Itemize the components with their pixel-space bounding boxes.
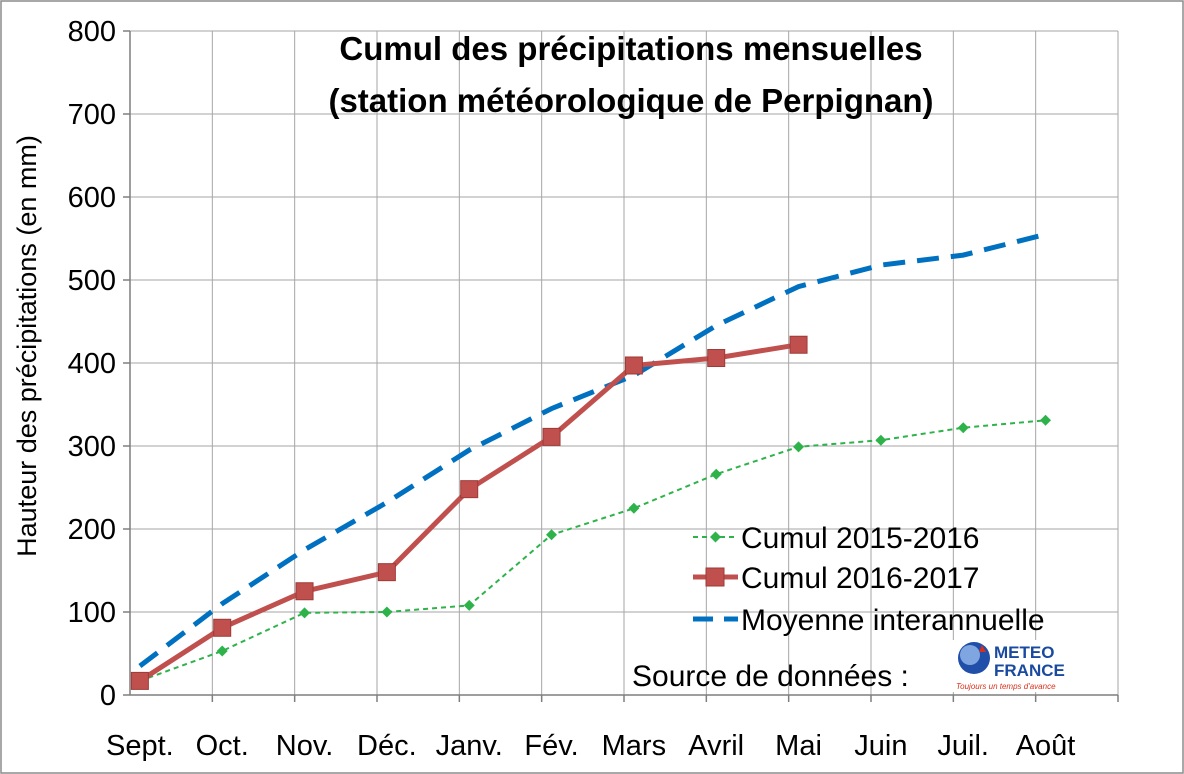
data-point-square — [460, 480, 479, 499]
legend-entry-moyenne-interannuelle: Moyenne interannuelle — [693, 604, 1045, 637]
series-line — [139, 419, 1046, 682]
x-tick-label: Janv. — [436, 730, 503, 762]
y-tick-label: 300 — [68, 431, 116, 463]
y-axis-label: Hauteur des précipitations (en mm) — [12, 135, 42, 557]
data-point-square — [295, 582, 314, 601]
data-point-diamond — [381, 606, 393, 618]
data-point-square — [377, 563, 396, 582]
logo-tagline: Toujours un temps d'avance — [956, 682, 1056, 691]
data-point-diamond — [628, 502, 640, 514]
axes — [123, 30, 1119, 702]
series-layer — [130, 231, 1052, 690]
gridlines — [130, 30, 1119, 695]
y-tick-label: 400 — [68, 348, 116, 380]
series-cumul-2016-2017 — [130, 335, 808, 690]
x-tick-label: Fév. — [524, 730, 578, 762]
logo-line-1: METEO — [994, 643, 1054, 662]
data-point-square — [624, 356, 643, 375]
y-tick-label: 800 — [68, 16, 116, 48]
y-tick-label: 600 — [68, 182, 116, 214]
data-point-square — [789, 335, 808, 354]
data-point-diamond — [957, 422, 969, 434]
series-cumul-2015-2016 — [134, 414, 1052, 687]
x-tick-label: Oct. — [196, 730, 249, 762]
legend-label: Moyenne interannuelle — [741, 604, 1045, 637]
x-tick-label: Avril — [688, 730, 744, 762]
data-point-diamond — [463, 599, 475, 611]
data-point-diamond — [1040, 414, 1052, 426]
x-tick-label: Juin — [854, 730, 907, 762]
data-point-diamond — [875, 434, 887, 446]
x-tick-label: Juil. — [937, 730, 989, 762]
meteo-france-logo: METEO FRANCE Toujours un temps d'avance — [952, 640, 1076, 692]
legend-label: Cumul 2016-2017 — [741, 562, 980, 595]
x-tick-label: Sept. — [106, 730, 174, 762]
x-tick-labels: Sept. Oct. Nov. Déc. Janv. Fév. Mars Avril Mai Ju… — [106, 730, 1075, 762]
data-point-diamond — [216, 645, 228, 657]
legend: Cumul 2015-2016 Cumul 2016-2017 Moyenne … — [693, 522, 1045, 637]
logo-globe-highlight — [960, 645, 980, 665]
data-point-diamond — [710, 468, 722, 480]
y-tick-label: 0 — [100, 680, 116, 712]
data-point-square — [542, 427, 561, 446]
data-point-square — [213, 618, 232, 637]
y-tick-label: 100 — [68, 597, 116, 629]
data-point-square — [130, 671, 149, 690]
legend-entry-cumul-2015-2016: Cumul 2015-2016 — [693, 522, 980, 555]
logo-line-2: FRANCE — [994, 661, 1065, 680]
series-moyenne-interannuelle — [138, 231, 1047, 668]
x-tick-label: Déc. — [357, 730, 417, 762]
y-tick-labels: 0 100 200 300 400 500 600 700 800 — [68, 16, 116, 712]
x-tick-label: Mai — [775, 730, 822, 762]
data-point-diamond — [299, 607, 311, 619]
data-point-diamond — [793, 441, 805, 453]
legend-entry-cumul-2016-2017: Cumul 2016-2017 — [693, 562, 980, 595]
x-tick-label: Août — [1016, 730, 1076, 762]
legend-swatch-square — [705, 567, 725, 587]
x-tick-label: Nov. — [276, 730, 333, 762]
source-label: Source de données : — [632, 660, 909, 693]
legend-label: Cumul 2015-2016 — [741, 522, 980, 555]
legend-swatch-diamond — [710, 531, 721, 543]
data-point-diamond — [546, 529, 558, 541]
x-tick-label: Mars — [602, 730, 666, 762]
data-point-square — [707, 349, 726, 368]
y-tick-label: 500 — [68, 265, 116, 297]
y-tick-label: 200 — [68, 514, 116, 546]
y-tick-label: 700 — [68, 99, 116, 131]
chart-title-line-2: (station météorologique de Perpignan) — [328, 82, 933, 119]
chart-title-line-1: Cumul des précipitations mensuelles — [339, 30, 922, 67]
series-line — [138, 231, 1047, 668]
logo-arrow-icon — [979, 645, 986, 652]
